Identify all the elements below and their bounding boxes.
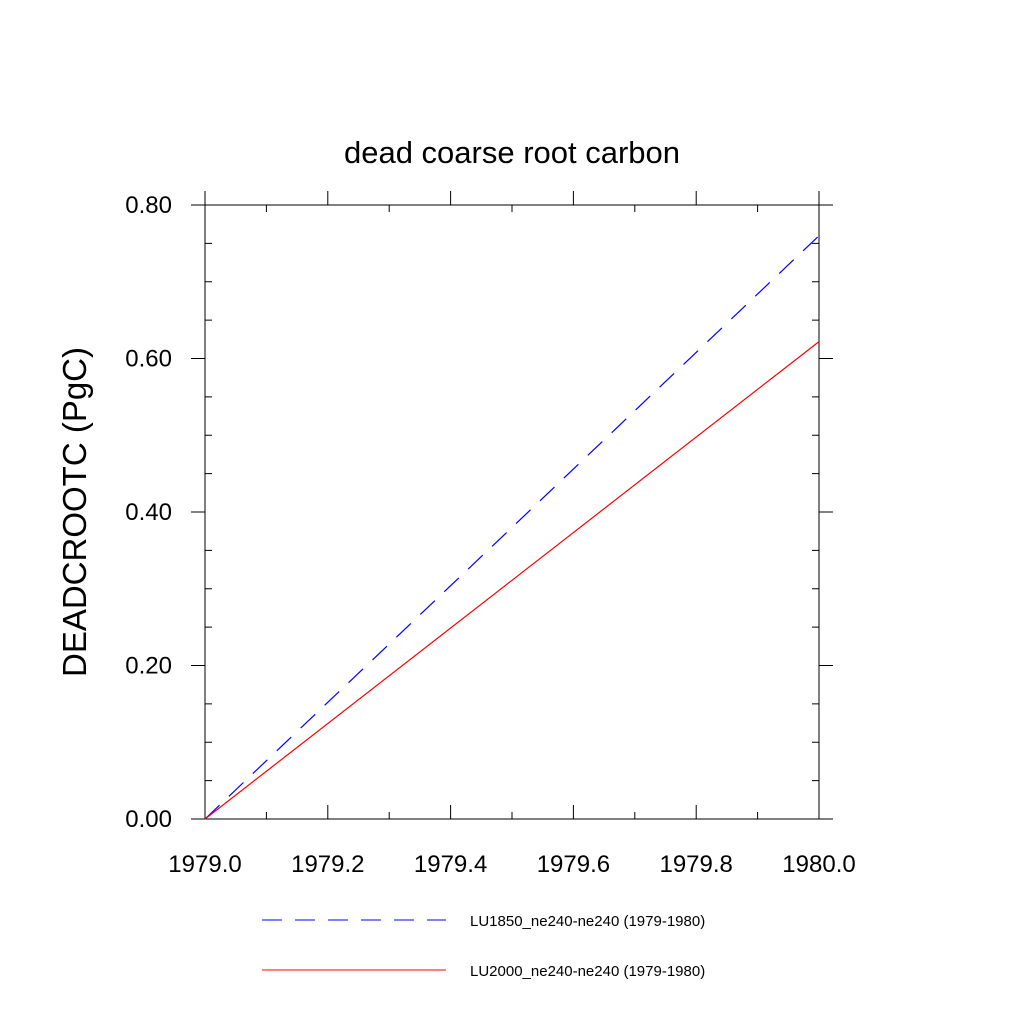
x-tick-label: 1979.2: [291, 851, 364, 878]
x-tick-label: 1979.0: [168, 851, 241, 878]
series-line-2: [204, 341, 820, 820]
y-tick-label: 0.60: [125, 346, 172, 373]
axis-ticks: 1979.0 1979.2 1979.4 1979.6 1979.8 1980.0 0.00…: [125, 191, 856, 878]
plot-frame: [204, 204, 820, 820]
series-line-1: [204, 235, 820, 820]
series-lines: [204, 235, 820, 820]
y-tick-label: 0.00: [125, 806, 172, 833]
y-axis-label: DEADCROOTC (PgC): [56, 347, 93, 677]
x-tick-label: 1980.0: [782, 851, 855, 878]
y-tick-label: 0.40: [125, 499, 172, 526]
x-tick-label: 1979.4: [414, 851, 487, 878]
legend-label-1: LU1850_ne240-ne240 (1979-1980): [470, 913, 705, 930]
y-tick-label: 0.20: [125, 653, 172, 680]
x-tick-label: 1979.8: [659, 851, 732, 878]
y-tick-label: 0.80: [125, 192, 172, 219]
legend: LU1850_ne240-ne240 (1979-1980) LU2000_ne2…: [262, 913, 705, 980]
x-tick-label: 1979.6: [537, 851, 610, 878]
legend-label-2: LU2000_ne240-ne240 (1979-1980): [470, 963, 705, 980]
chart-title: dead coarse root carbon: [344, 135, 680, 170]
